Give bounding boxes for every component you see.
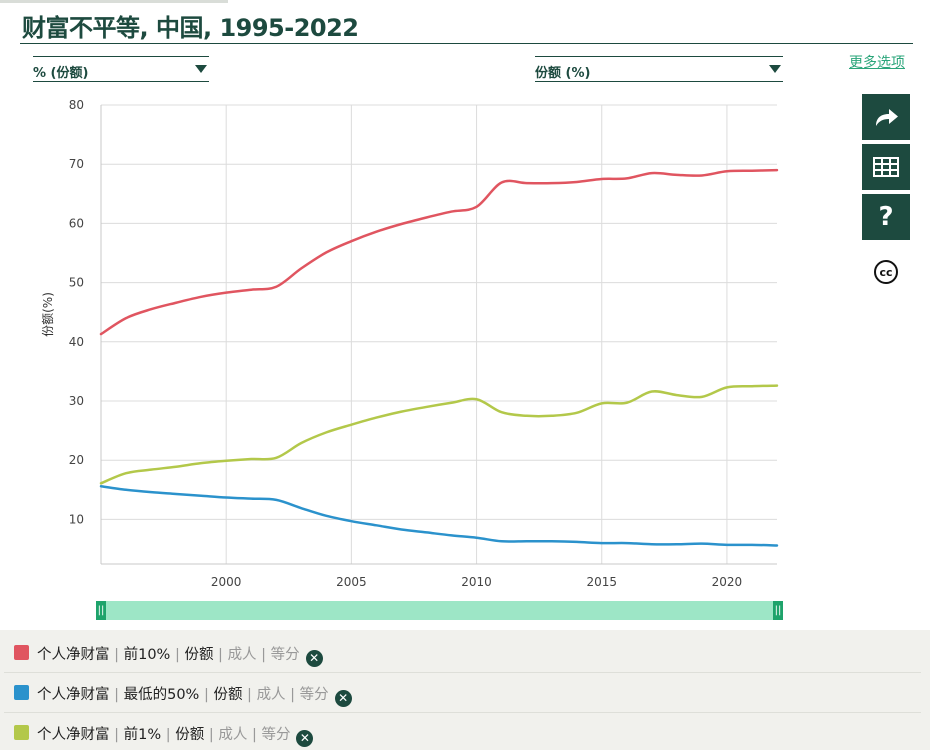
remove-series-icon[interactable]: ✕: [334, 690, 352, 707]
cc-license-icon[interactable]: cc: [874, 260, 898, 284]
table-button[interactable]: [862, 144, 910, 190]
indicator-select[interactable]: 份额 (%): [535, 56, 783, 82]
remove-series-icon[interactable]: ✕: [305, 650, 323, 667]
x-tick-label: 2005: [336, 575, 367, 589]
legend-measure: 份额: [175, 727, 205, 743]
legend-group: 前1%: [123, 727, 162, 743]
legend-swatch: [14, 685, 29, 700]
legend-population: 成人: [218, 727, 248, 743]
series-line-2: [99, 384, 779, 485]
series-line-1: [99, 484, 779, 547]
legend-variable: 个人净财富: [37, 727, 110, 743]
legend-measure: 份额: [213, 687, 243, 703]
chevron-down-icon: [769, 65, 781, 73]
help-button[interactable]: ?: [862, 194, 910, 240]
more-options-link[interactable]: 更多选项: [849, 55, 905, 71]
legend-item: 个人净财富 | 前1% | 份额 | 成人 | 等分 ✕: [4, 712, 921, 752]
legend-item: 个人净财富 | 最低的50% | 份额 | 成人 | 等分 ✕: [4, 672, 921, 713]
legend-population: 成人: [256, 687, 286, 703]
legend-swatch: [14, 725, 29, 740]
series-line-0: [99, 168, 779, 336]
range-slider-end-handle[interactable]: ||: [773, 601, 783, 620]
legend-group: 最低的50%: [123, 687, 200, 703]
share-icon: [876, 109, 898, 126]
y-tick-label: 30: [69, 394, 84, 408]
y-tick-label: 50: [69, 276, 84, 290]
legend-item: 个人净财富 | 前10% | 份额 | 成人 | 等分 ✕: [4, 632, 921, 673]
legend-measure: 份额: [184, 647, 214, 663]
unit-select[interactable]: % (份额): [33, 56, 209, 82]
x-tick-label: 2015: [586, 575, 617, 589]
share-button[interactable]: [862, 94, 910, 140]
range-slider[interactable]: || ||: [96, 601, 783, 620]
chevron-down-icon: [195, 65, 207, 73]
range-slider-start-handle[interactable]: ||: [96, 601, 106, 620]
unit-select-label: % (份额): [33, 66, 89, 81]
remove-series-icon[interactable]: ✕: [296, 730, 314, 747]
y-tick-label: 10: [69, 512, 84, 526]
indicator-select-label: 份额 (%): [535, 66, 591, 81]
x-tick-label: 2020: [712, 575, 743, 589]
y-tick-label: 20: [69, 453, 84, 467]
legend-variable: 个人净财富: [37, 687, 110, 703]
line-chart: 10 20 30 40 50 60 70 80 2000 2005 2010 2015 2020 份额(%…: [41, 98, 779, 589]
table-icon: [873, 157, 899, 177]
y-axis-label: 份额(%): [41, 292, 55, 337]
x-tick-label: 2000: [211, 575, 242, 589]
legend-panel: 个人净财富 | 前10% | 份额 | 成人 | 等分 ✕ 个人净财富 | 最低的…: [0, 630, 930, 750]
y-tick-label: 80: [69, 98, 84, 112]
legend-split: 等分: [261, 727, 291, 743]
help-icon: ?: [878, 202, 894, 232]
y-tick-label: 60: [69, 216, 84, 230]
legend-split: 等分: [270, 647, 300, 663]
y-tick-label: 70: [69, 157, 84, 171]
legend-group: 前10%: [123, 647, 171, 663]
y-tick-label: 40: [69, 335, 84, 349]
page-title: 财富不平等, 中国, 1995-2022: [22, 14, 359, 42]
x-tick-label: 2010: [461, 575, 492, 589]
legend-split: 等分: [299, 687, 329, 703]
top-accent-line: [0, 0, 228, 3]
legend-variable: 个人净财富: [37, 647, 110, 663]
legend-swatch: [14, 645, 29, 660]
title-divider: [20, 43, 913, 44]
legend-population: 成人: [227, 647, 257, 663]
